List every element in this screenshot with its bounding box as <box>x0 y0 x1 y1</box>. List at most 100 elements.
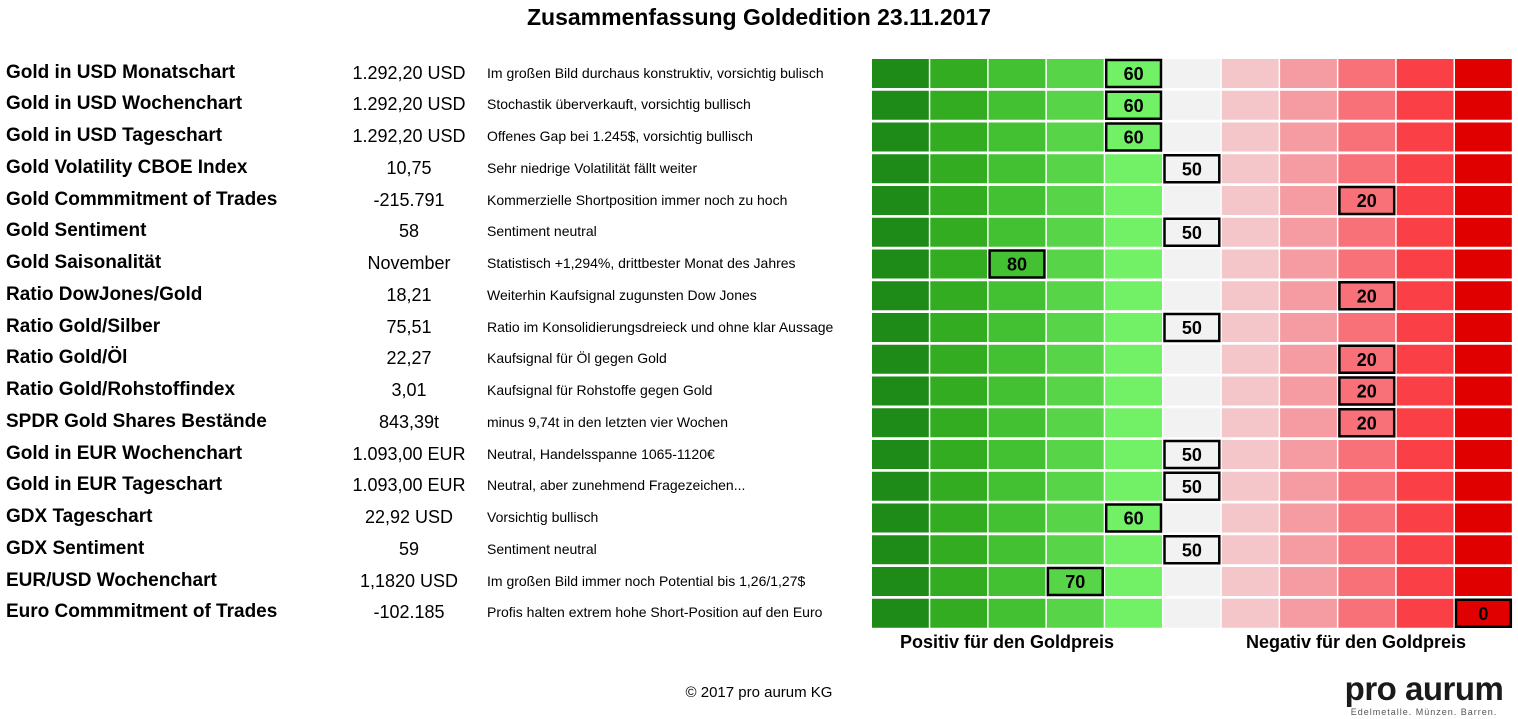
scale-segment <box>1046 598 1104 628</box>
scale-segment <box>1163 90 1221 120</box>
scale-segment <box>872 217 929 247</box>
scale-segment <box>988 471 1046 501</box>
score-marker <box>1163 535 1221 565</box>
scale-segment <box>930 186 988 215</box>
scale-segment <box>1455 313 1512 342</box>
scale-segment <box>1105 567 1162 596</box>
score-marker <box>1046 566 1104 597</box>
scale-segment <box>872 344 929 374</box>
scale-segment <box>930 90 988 120</box>
scale-segment <box>1163 598 1221 628</box>
scale-segment <box>930 598 988 628</box>
scale-segment <box>1221 598 1279 628</box>
scale-segment <box>1046 503 1104 533</box>
chart-title: Zusammenfassung Goldedition 23.11.2017 <box>527 4 991 30</box>
footer-copyright: © 2017 pro aurum KG <box>685 684 833 701</box>
scale-segment <box>1280 249 1337 279</box>
score-marker <box>1338 344 1396 374</box>
scale-segment <box>1046 281 1104 311</box>
scale-segment <box>1396 408 1454 438</box>
scale-segment <box>1338 598 1396 628</box>
scale-segment <box>930 217 988 247</box>
scale-segment <box>1455 376 1512 406</box>
indicator-value: 75,51 <box>386 316 432 337</box>
score-label: 20 <box>1357 286 1377 306</box>
scale-segment <box>1046 217 1104 247</box>
scale-segment <box>1338 90 1396 120</box>
scale-segment <box>1163 281 1221 311</box>
scale-segment <box>1163 59 1221 88</box>
scale-segment <box>1396 154 1454 184</box>
indicator-label: Ratio Gold/Öl <box>6 347 128 369</box>
brand-logo: pro aurum Edelmetalle. Münzen. Barren. <box>1336 672 1512 718</box>
indicator-comment: minus 9,74t in den letzten vier Wochen <box>487 413 728 430</box>
scale-segment <box>988 217 1046 247</box>
score-label: 20 <box>1357 382 1377 402</box>
scale-segment <box>872 313 929 342</box>
indicator-value: 59 <box>398 538 420 559</box>
scale-segment <box>988 376 1046 406</box>
scale-segment <box>930 503 988 533</box>
scale-segment <box>1280 567 1337 596</box>
scale-segment <box>1280 313 1337 342</box>
indicator-label: Ratio Gold/Rohstoffindex <box>6 379 236 400</box>
scale-segment <box>1396 90 1454 120</box>
score-bar-row: 60 <box>872 503 1512 533</box>
indicator-comment: Stochastik überverkauft, vorsichtig bull… <box>487 96 751 113</box>
score-bar-row: 60 <box>872 58 1512 89</box>
score-bar-row: 20 <box>872 344 1512 374</box>
indicator-label: Gold Volatility CBOE Index <box>6 156 248 178</box>
scale-segment <box>1046 154 1104 184</box>
scale-segment <box>1105 598 1162 628</box>
scale-segment <box>1396 217 1454 247</box>
scale-segment <box>1221 471 1279 501</box>
indicator-value: 58 <box>398 221 420 242</box>
score-bar-row: 50 <box>872 217 1512 247</box>
score-label: 70 <box>1065 572 1085 592</box>
indicator-value: 22,27 <box>386 348 432 369</box>
scale-segment <box>1338 249 1396 279</box>
scale-segment <box>930 344 988 374</box>
score-bar-row: 20 <box>872 185 1512 216</box>
score-label: 50 <box>1182 540 1202 560</box>
positive-axis-label: Positiv für den Goldpreis <box>900 632 1115 652</box>
scale-segment <box>988 313 1046 342</box>
indicator-comment: Profis halten extrem hohe Short-Position… <box>487 604 823 621</box>
score-label: 20 <box>1357 350 1377 370</box>
indicator-label: Gold Commmitment of Trades <box>6 188 278 210</box>
scale-segment <box>1338 535 1396 565</box>
indicator-comment: Ratio im Konsolidierungsdreieck und ohne… <box>487 318 834 335</box>
scale-segment <box>930 408 988 438</box>
indicator-comment: Neutral, Handelsspanne 1065-1120€ <box>487 445 715 462</box>
scale-segment <box>1163 408 1221 438</box>
scale-segment <box>1280 217 1337 247</box>
scale-segment <box>1046 344 1104 374</box>
score-label: 60 <box>1124 96 1144 116</box>
scale-segment <box>1221 281 1279 311</box>
scale-segment <box>872 535 929 565</box>
indicator-value: 3,01 <box>391 380 427 400</box>
scale-segment <box>1163 186 1221 215</box>
scale-segment <box>1280 408 1337 438</box>
scale-segment <box>1338 217 1396 247</box>
scale-segment <box>1221 90 1279 120</box>
scale-segment <box>988 598 1046 628</box>
score-bar-row: 60 <box>872 90 1512 120</box>
indicator-value: 18,21 <box>386 284 432 305</box>
scale-segment <box>1280 186 1337 215</box>
logo-tagline: Edelmetalle. Münzen. Barren. <box>1350 707 1498 717</box>
indicator-comment: Neutral, aber zunehmend Fragezeichen... <box>487 477 746 494</box>
scale-segment <box>1046 471 1104 501</box>
score-bar-row: 20 <box>872 376 1512 406</box>
scale-segment <box>1280 598 1337 628</box>
scale-segment <box>1455 154 1512 184</box>
negative-axis-label: Negativ für den Goldpreis <box>1246 632 1467 652</box>
indicator-label: Gold in USD Wochenchart <box>6 93 243 115</box>
scale-segment <box>1396 344 1454 374</box>
scale-segment <box>1105 281 1162 311</box>
scale-segment <box>1280 122 1337 152</box>
scale-segment <box>1221 217 1279 247</box>
scale-segment <box>1455 408 1512 438</box>
scale-segment <box>872 186 929 215</box>
